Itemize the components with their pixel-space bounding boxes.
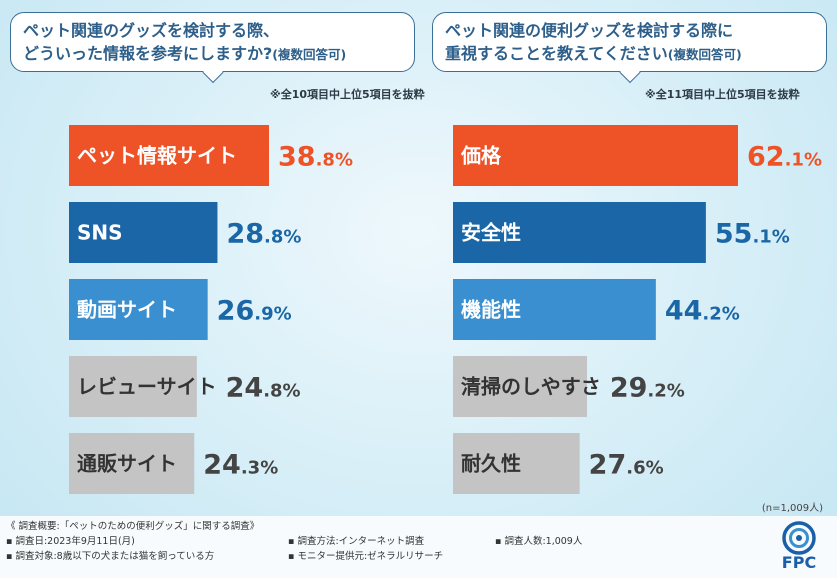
bar-label-right-2: 機能性 [461,298,521,322]
note-left: ※全10項目中上位5項目を抜粋 [270,88,425,101]
sample-size-note: (n=1,009人) [761,503,823,514]
question-right-line2: 重視することを教えてください [445,44,668,63]
question-left-suffix: (複数回答可) [272,47,347,62]
value-label-left-3: 24.8% [226,373,301,404]
bar-label-right-1: 安全性 [461,221,521,245]
value-label-left-4: 24.3% [203,450,278,481]
bar-label-left-2: 動画サイト [77,298,177,322]
footer-target: ▪ 調査対象:8歳以下の犬または猫を飼っている方 [6,551,215,562]
footer-overview: 《 調査概要:「ペットのための便利グッズ」に関する調査》 [6,521,260,532]
value-label-right-4: 27.6% [589,450,664,481]
value-label-right-2: 44.2% [665,296,740,327]
survey-footer: 《 調査概要:「ペットのための便利グッズ」に関する調査》 ▪ 調査日:2023年… [0,516,837,578]
value-label-left-1: 28.8% [226,219,301,250]
bar-label-right-3: 清掃のしやすさ [461,375,601,399]
question-box-right: ペット関連の便利グッズを検討する際に 重視することを教えてください(複数回答可) [432,12,827,72]
bar-label-left-3: レビューサイト [77,375,217,399]
bar-label-left-1: SNS [77,221,123,245]
question-left-line1: ペット関連のグッズを検討する際、 [23,21,280,40]
value-label-right-1: 55.1% [715,219,790,250]
bar-right-1 [453,202,706,263]
bar-right-0 [453,125,738,186]
question-right-line1: ペット関連の便利グッズを検討する際に [445,21,734,40]
footer-provider: ▪ モニター提供元:ゼネラルリサーチ [288,551,444,562]
bar-label-left-4: 通販サイト [77,452,177,476]
bar-left-2 [69,279,208,340]
value-label-right-3: 29.2% [610,373,685,404]
bar-left-3 [69,356,197,417]
value-label-left-2: 26.9% [217,296,292,327]
bar-label-right-4: 耐久性 [461,452,521,476]
question-left-line2: どういった情報を参考にしますか? [23,44,273,63]
bar-charts: ペット情報サイト 38.8% SNS 28.8% 動画サイト 26.9% レビューサイト 24… [69,125,822,494]
fpc-logo-icon [782,521,816,555]
value-label-right-0: 62.1% [747,142,822,173]
footer-date: ▪ 調査日:2023年9月11日(月) [6,536,135,547]
footer-people: ▪ 調査人数:1,009人 [495,536,583,547]
bar-right-4 [453,433,580,494]
question-right-suffix: (複数回答可) [667,47,742,62]
bar-left-0 [69,125,269,186]
bar-right-2 [453,279,656,340]
logo-text: FPC [781,553,817,572]
bar-label-right-0: 価格 [460,144,502,168]
bar-label-left-0: ペット情報サイト [77,144,237,168]
value-label-left-0: 38.8% [278,142,353,173]
question-box-left: ペット関連のグッズを検討する際、 どういった情報を参考にしますか?(複数回答可) [10,12,415,72]
bar-right-3 [453,356,588,417]
footer-method: ▪ 調査方法:インターネット調査 [288,536,425,547]
note-right: ※全11項目中上位5項目を抜粋 [645,88,800,101]
bar-left-1 [69,202,218,263]
bar-left-4 [69,433,195,494]
